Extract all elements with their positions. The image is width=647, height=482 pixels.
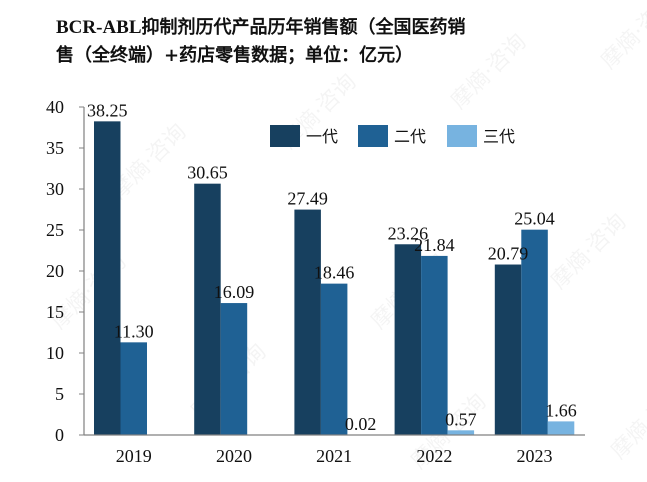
bar-三代-2022 (447, 430, 475, 435)
legend-swatch-一代 (270, 125, 300, 147)
x-tick-label-2023: 2023 (517, 446, 553, 466)
y-tick-label-20: 20 (46, 261, 64, 281)
data-label-一代-2022: 23.26 (388, 223, 429, 243)
watermark-text: 摩熵·咨询 (607, 379, 647, 464)
x-tick-label-2022: 2022 (416, 446, 452, 466)
data-label-一代-2021: 27.49 (287, 189, 328, 209)
bar-二代-2020 (220, 303, 248, 435)
data-label-三代-2023: 1.66 (545, 400, 577, 420)
data-label-三代-2021: 0.02 (345, 414, 377, 434)
data-label-二代-2023: 25.04 (514, 209, 555, 229)
bar-二代-2021 (320, 283, 348, 435)
data-label-二代-2022: 21.84 (414, 235, 455, 255)
data-labels-layer: 38.2511.3030.6516.0927.4918.460.0223.262… (87, 100, 577, 433)
legend-label-一代: 一代 (306, 127, 338, 146)
bar-一代-2020 (194, 183, 221, 435)
bar-一代-2023 (494, 264, 522, 435)
bar-二代-2023 (521, 229, 548, 435)
bar-一代-2021 (294, 209, 321, 435)
y-tick-label-15: 15 (46, 302, 64, 322)
data-label-一代-2023: 20.79 (488, 244, 529, 264)
data-label-一代-2020: 30.65 (187, 163, 228, 183)
data-label-一代-2019: 38.25 (87, 100, 128, 120)
data-label-二代-2021: 18.46 (314, 263, 355, 283)
legend-swatch-二代 (358, 125, 388, 147)
legend-label-二代: 二代 (394, 127, 426, 146)
data-label-二代-2019: 11.30 (114, 321, 154, 341)
y-tick-label-10: 10 (46, 343, 64, 363)
chart-title-line2: 售（全终端）+药店零售数据；单位：亿元） (56, 45, 414, 66)
y-tick-label-25: 25 (46, 220, 64, 240)
bar-二代-2022 (421, 255, 448, 435)
data-label-二代-2020: 16.09 (214, 282, 255, 302)
legend-swatch-三代 (447, 125, 477, 147)
axes-layer: 2019 2020 2021 2022 2023 0 5 10 15 20 25 30 35 40 (46, 97, 585, 466)
x-tick-label-2019: 2019 (116, 446, 152, 466)
legend: 一代 二代 三代 (270, 125, 515, 147)
chart-title-latin: BCR-ABL (56, 17, 142, 38)
data-label-三代-2022: 0.57 (445, 409, 477, 429)
chart-title-line1: 抑制剂历代产品历年销售额（全国医药销 (141, 17, 466, 38)
watermark-text: 摩熵·咨询 (597, 0, 647, 74)
x-tick-label-2020: 2020 (216, 446, 252, 466)
legend-label-三代: 三代 (483, 127, 515, 146)
watermark-text: 摩熵·咨询 (447, 29, 532, 114)
bar-一代-2022 (394, 244, 422, 435)
bar-二代-2019 (120, 342, 147, 435)
watermark-text: 摩熵·咨询 (547, 209, 632, 294)
bar-三代-2023 (547, 421, 575, 435)
y-tick-label-40: 40 (46, 97, 64, 117)
y-tick-label-30: 30 (46, 179, 64, 199)
bars-layer (94, 121, 575, 436)
y-tick-label-0: 0 (55, 425, 64, 445)
y-tick-label-5: 5 (55, 384, 64, 404)
y-tick-label-35: 35 (46, 138, 64, 158)
x-tick-label-2021: 2021 (316, 446, 352, 466)
bar-一代-2019 (94, 121, 121, 435)
chart-title: BCR-ABL抑制剂历代产品历年销售额（全国医药销 售（全终端）+药店零售数据；… (56, 14, 616, 70)
